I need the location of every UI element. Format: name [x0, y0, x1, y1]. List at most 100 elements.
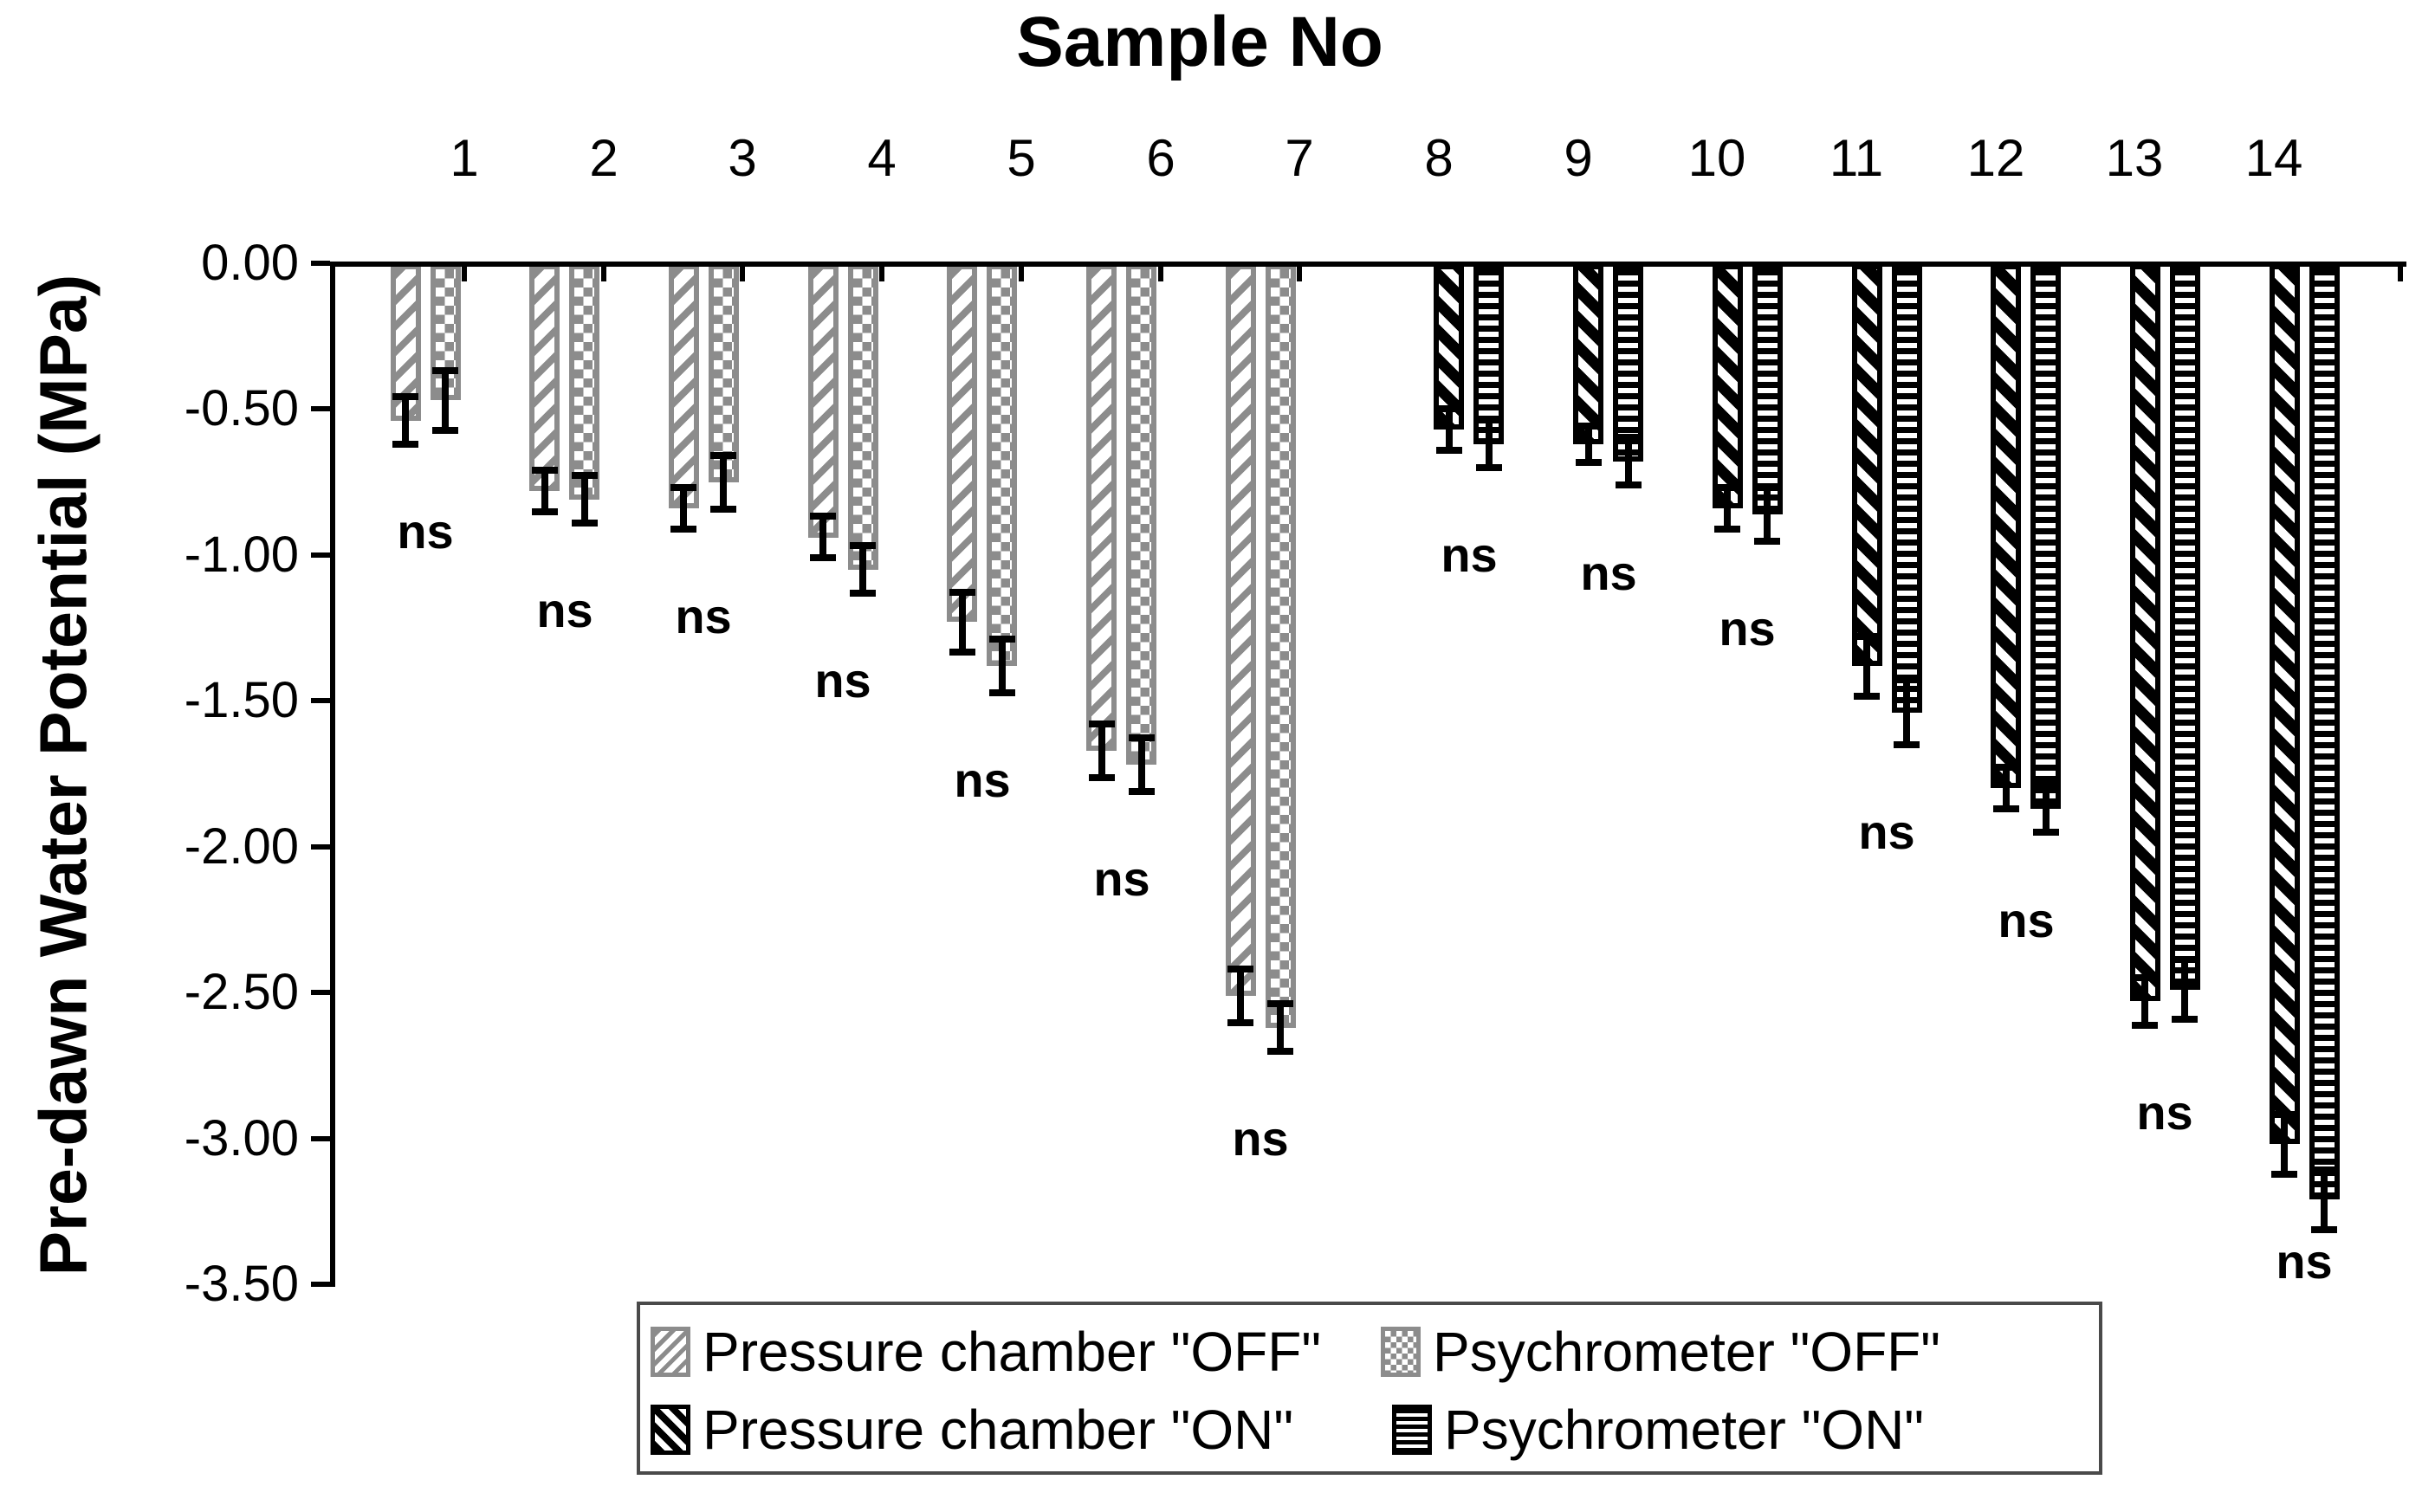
x-axis-tick [601, 264, 606, 281]
x-tick-label-sample: 9 [1564, 129, 1593, 187]
bar-pressure-chamber-on-sample-11 [1852, 264, 1882, 666]
error-bar [1754, 484, 1780, 545]
bar-psychrometer-on-sample-14 [2309, 264, 2340, 1199]
error-bar [1129, 734, 1155, 795]
chart-title: Sample No [1016, 3, 1383, 81]
y-tick-label: -2.00 [184, 818, 299, 875]
x-tick-label-sample: 5 [1007, 129, 1036, 187]
error-bar [392, 393, 418, 448]
error-bar [1894, 676, 1920, 748]
error-bar [572, 472, 598, 527]
horizontal-stripes-black-swatch-icon [1392, 1405, 1432, 1455]
error-bar [710, 452, 736, 513]
x-tick-label-sample: 4 [867, 129, 897, 187]
y-tick-label: -0.50 [184, 380, 299, 436]
bar-pressure-chamber-off-sample-4 [808, 264, 839, 538]
diagonal-hatch-up-gray-swatch-icon [651, 1327, 690, 1377]
x-axis-tick [462, 264, 467, 281]
bar-pressure-chamber-on-sample-12 [1991, 264, 2021, 788]
error-bar [432, 367, 458, 434]
bar-psychrometer-on-sample-12 [2030, 264, 2061, 809]
y-tick-label: -1.50 [184, 672, 299, 728]
y-axis-tick [311, 1136, 330, 1141]
bar-psychrometer-on-sample-11 [1892, 264, 1922, 713]
bar-psychrometer-off-sample-5 [987, 264, 1017, 666]
y-axis-tick [311, 990, 330, 995]
x-tick-label-sample: 10 [1687, 129, 1746, 187]
bar-psychrometer-off-sample-2 [569, 264, 599, 500]
bar-pressure-chamber-off-sample-2 [529, 264, 560, 491]
ns-label: ns [954, 753, 1011, 807]
x-tick-label-sample: 1 [450, 129, 479, 187]
error-bar [850, 542, 876, 597]
x-tick-label-sample: 12 [1966, 129, 2025, 187]
error-bar [1436, 405, 1462, 454]
error-bar [1576, 423, 1602, 466]
bar-pressure-chamber-on-sample-13 [2130, 264, 2160, 1001]
bar-psychrometer-on-sample-10 [1752, 264, 1783, 514]
y-axis-line [330, 262, 335, 1287]
ns-label: ns [1580, 546, 1637, 600]
error-bar [1854, 633, 1880, 700]
bar-psychrometer-off-sample-4 [848, 264, 878, 570]
x-axis-tick [1019, 264, 1024, 281]
bar-psychrometer-off-sample-7 [1266, 264, 1296, 1028]
y-axis-tick [311, 844, 330, 850]
x-tick-label-sample: 14 [2244, 129, 2303, 187]
bar-psychrometer-off-sample-3 [709, 264, 739, 482]
error-bar [2271, 1111, 2297, 1178]
x-tick-label-sample: 13 [2105, 129, 2164, 187]
y-axis-tick [311, 261, 330, 266]
error-bar [949, 589, 975, 656]
legend-label: Psychrometer "OFF" [1433, 1321, 1940, 1383]
legend-item-pressure-chamber-on: Pressure chamber "ON" [651, 1399, 1293, 1461]
x-tick-label-sample: 11 [1829, 129, 1884, 187]
bar-pressure-chamber-off-sample-3 [669, 264, 699, 508]
legend-item-pressure-chamber-off: Pressure chamber "OFF" [651, 1321, 1321, 1383]
legend-item-psychrometer-on: Psychrometer "ON" [1392, 1399, 1924, 1461]
bar-psychrometer-on-sample-8 [1473, 264, 1504, 444]
ns-label: ns [675, 589, 732, 643]
error-bar [670, 484, 696, 533]
ns-label: ns [1858, 804, 1915, 859]
error-bar [810, 513, 836, 561]
error-bar [989, 636, 1015, 696]
bar-pressure-chamber-on-sample-14 [2270, 264, 2300, 1144]
bar-pressure-chamber-on-sample-10 [1713, 264, 1743, 508]
legend: Pressure chamber "OFF" Psychrometer "OFF… [637, 1302, 2102, 1475]
error-bar [1993, 764, 2019, 812]
y-axis-tick [311, 698, 330, 703]
error-bar [1476, 417, 1502, 471]
error-bar [1227, 966, 1253, 1026]
y-axis-tick [311, 1282, 330, 1287]
ns-label: ns [2276, 1234, 2333, 1289]
ns-label: ns [1719, 601, 1776, 656]
y-axis-tick [311, 552, 330, 558]
bar-pressure-chamber-on-sample-8 [1434, 264, 1464, 430]
error-bar [1089, 720, 1115, 781]
legend-label: Psychrometer "ON" [1444, 1399, 1924, 1461]
diagonal-hatch-down-black-swatch-icon [651, 1405, 690, 1455]
x-axis-tick [1158, 264, 1163, 281]
ns-label: ns [536, 583, 593, 637]
error-bar [2132, 974, 2158, 1029]
ns-label: ns [1998, 893, 2055, 947]
error-bar [2033, 781, 2059, 836]
y-tick-label: -3.00 [184, 1110, 299, 1166]
error-bar [1616, 434, 1642, 488]
ns-label: ns [1232, 1111, 1289, 1166]
x-tick-label-sample: 8 [1424, 129, 1454, 187]
x-tick-label-sample: 3 [728, 129, 757, 187]
y-tick-label: 0.00 [201, 235, 299, 291]
error-bar [1267, 1000, 1293, 1055]
legend-item-psychrometer-off: Psychrometer "OFF" [1381, 1321, 1940, 1383]
bar-psychrometer-on-sample-13 [2170, 264, 2200, 990]
ns-label: ns [397, 504, 454, 559]
x-axis-tick [1297, 264, 1302, 281]
ns-label: ns [1093, 851, 1150, 906]
x-axis-tick [879, 264, 884, 281]
legend-label: Pressure chamber "ON" [703, 1399, 1294, 1461]
bar-psychrometer-on-sample-9 [1613, 264, 1643, 462]
error-bar [532, 467, 558, 515]
